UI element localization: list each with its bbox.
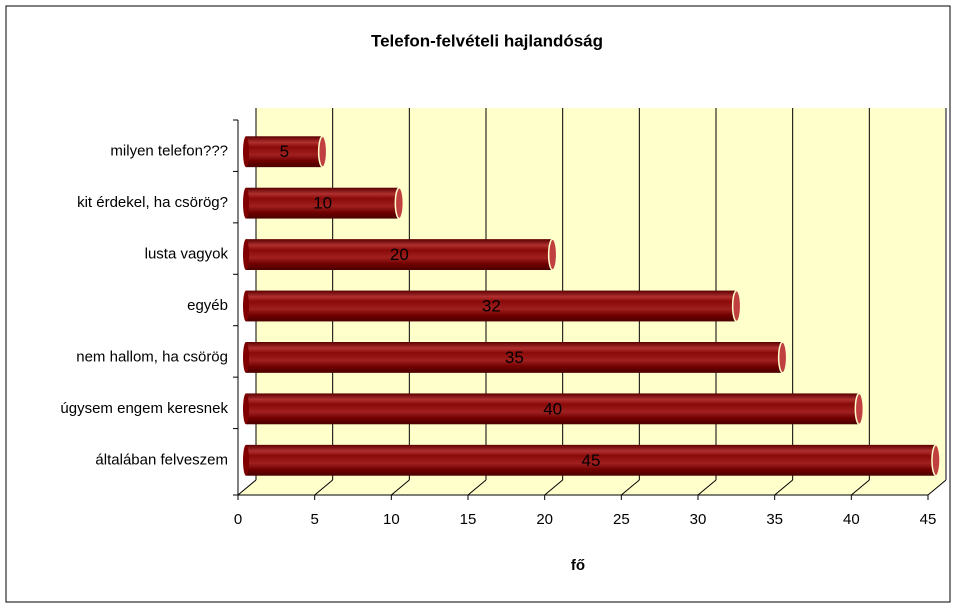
- bar-end: [394, 186, 405, 220]
- x-tick-label: 35: [766, 511, 783, 528]
- data-label: 35: [505, 348, 524, 367]
- data-label: 5: [280, 142, 289, 161]
- x-axis-label: fő: [571, 557, 585, 574]
- bar-start: [243, 239, 249, 270]
- bar-start: [243, 187, 249, 219]
- y-tick-label: milyen telefon???: [110, 143, 228, 160]
- bar-start: [243, 444, 249, 476]
- bar: [243, 392, 865, 426]
- bar-body: [246, 136, 323, 168]
- bar-end: [317, 135, 328, 168]
- bar: [243, 186, 405, 220]
- data-label: 20: [390, 245, 409, 264]
- y-tick-label: lusta vagyok: [145, 246, 229, 263]
- x-tick-label: 45: [920, 511, 937, 528]
- x-tick-label: 10: [383, 511, 400, 528]
- grid-line: [467, 479, 487, 496]
- bar-body: [246, 290, 737, 322]
- bar-end: [854, 392, 865, 426]
- grid-line: [237, 479, 257, 496]
- bar: [243, 444, 941, 477]
- data-label: 32: [482, 296, 501, 315]
- chart-title: Telefon-felvételi hajlandóság: [371, 31, 603, 50]
- bar-end: [731, 289, 742, 323]
- grid-line: [621, 479, 640, 496]
- bar-start: [243, 136, 249, 168]
- bar-end: [777, 341, 788, 374]
- y-tick-label: úgysem engem keresnek: [60, 400, 228, 417]
- grid-line: [927, 479, 947, 496]
- y-tick-label: nem hallom, ha csörög: [76, 348, 228, 365]
- y-tick-label: egyéb: [187, 297, 228, 314]
- x-tick-label: 15: [460, 511, 477, 528]
- bar-end: [931, 444, 941, 477]
- bar-body: [246, 187, 400, 219]
- bar-end: [547, 238, 558, 271]
- grid-line: [851, 479, 870, 496]
- x-tick-label: 30: [690, 511, 707, 528]
- bar-start: [243, 290, 249, 322]
- bar: [243, 238, 558, 271]
- x-tick-label: 25: [613, 511, 630, 528]
- bar: [243, 341, 788, 374]
- bar-start: [243, 393, 249, 425]
- y-tick-label: általában felveszem: [95, 451, 228, 468]
- bar-body: [246, 239, 553, 270]
- data-label: 45: [582, 451, 601, 470]
- grid-line: [774, 479, 793, 496]
- grid-line: [314, 479, 333, 496]
- bar-body: [246, 393, 860, 425]
- grid-line: [544, 479, 563, 496]
- x-tick-label: 0: [234, 511, 242, 528]
- bar-body: [246, 444, 936, 476]
- bar-body: [246, 342, 783, 373]
- bar: [243, 289, 742, 323]
- x-tick-label: 5: [310, 511, 318, 528]
- bar-start: [243, 342, 249, 373]
- x-tick-label: 20: [536, 511, 553, 528]
- x-tick-label: 40: [843, 511, 860, 528]
- data-label: 10: [313, 194, 332, 213]
- grid-line: [697, 479, 717, 496]
- bar: [243, 135, 328, 168]
- y-tick-label: kit érdekel, ha csörög?: [77, 194, 228, 211]
- data-label: 40: [543, 399, 562, 418]
- grid-line: [391, 479, 410, 496]
